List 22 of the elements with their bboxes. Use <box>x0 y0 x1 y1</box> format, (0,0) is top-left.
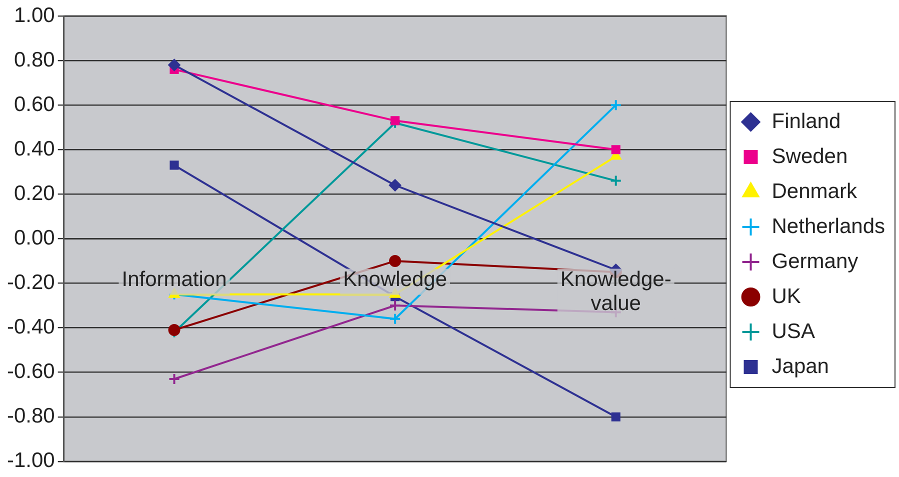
y-tick-label: -1.00 <box>6 449 55 472</box>
y-tick-label: -0.80 <box>6 404 55 428</box>
x-tick-label: Information <box>122 268 227 291</box>
legend-label: Sweden <box>772 144 848 168</box>
x-tick-label: Knowledge-value <box>560 268 672 315</box>
y-tick-label: 0.00 <box>14 226 55 250</box>
legend-label: Germany <box>772 250 859 273</box>
legend-label: Netherlands <box>772 214 885 238</box>
y-tick-label: -0.40 <box>6 316 55 339</box>
legend-label: Finland <box>772 110 841 133</box>
y-tick-label: 0.40 <box>14 137 55 160</box>
y-tick-label: 1.00 <box>14 4 55 27</box>
x-tick-label: Knowledge <box>343 268 448 291</box>
legend-label: USA <box>772 320 815 343</box>
y-tick-label: -0.20 <box>6 271 55 294</box>
legend-label: UK <box>772 284 801 308</box>
legend-label: Denmark <box>772 180 858 203</box>
y-tick-label: -0.60 <box>6 360 55 384</box>
legend-label: Japan <box>772 354 829 378</box>
y-tick-label: 0.60 <box>14 92 55 116</box>
y-tick-label: 0.80 <box>14 48 55 72</box>
y-tick-label: 0.20 <box>14 182 55 205</box>
